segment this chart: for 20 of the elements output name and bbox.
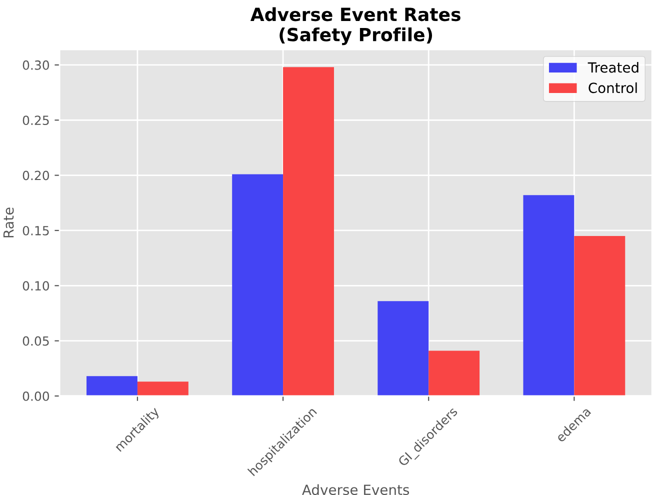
legend-label: Control [588,82,637,94]
y-tick-label: 0.25 [22,116,49,126]
x-axis-title: Adverse Events [302,484,410,495]
bar [523,195,574,396]
y-tick-label: 0.30 [22,60,50,70]
bar [86,376,138,396]
bar [378,301,429,396]
chart-title: Adverse Event Rates (Safety Profile) [250,7,460,46]
y-tick-label: 0.05 [22,336,49,346]
bar [137,382,188,396]
y-tick-label: 0.20 [22,170,50,180]
y-tick-label: 0.15 [22,226,49,236]
legend-label: Treated [588,62,638,73]
bar [428,350,480,396]
y-axis-title: Rate [3,208,14,238]
bar [283,67,334,396]
bar [232,174,284,396]
y-tick-label: 0.10 [22,281,50,291]
y-tick-label: 0.00 [22,391,50,401]
bar [574,236,626,396]
